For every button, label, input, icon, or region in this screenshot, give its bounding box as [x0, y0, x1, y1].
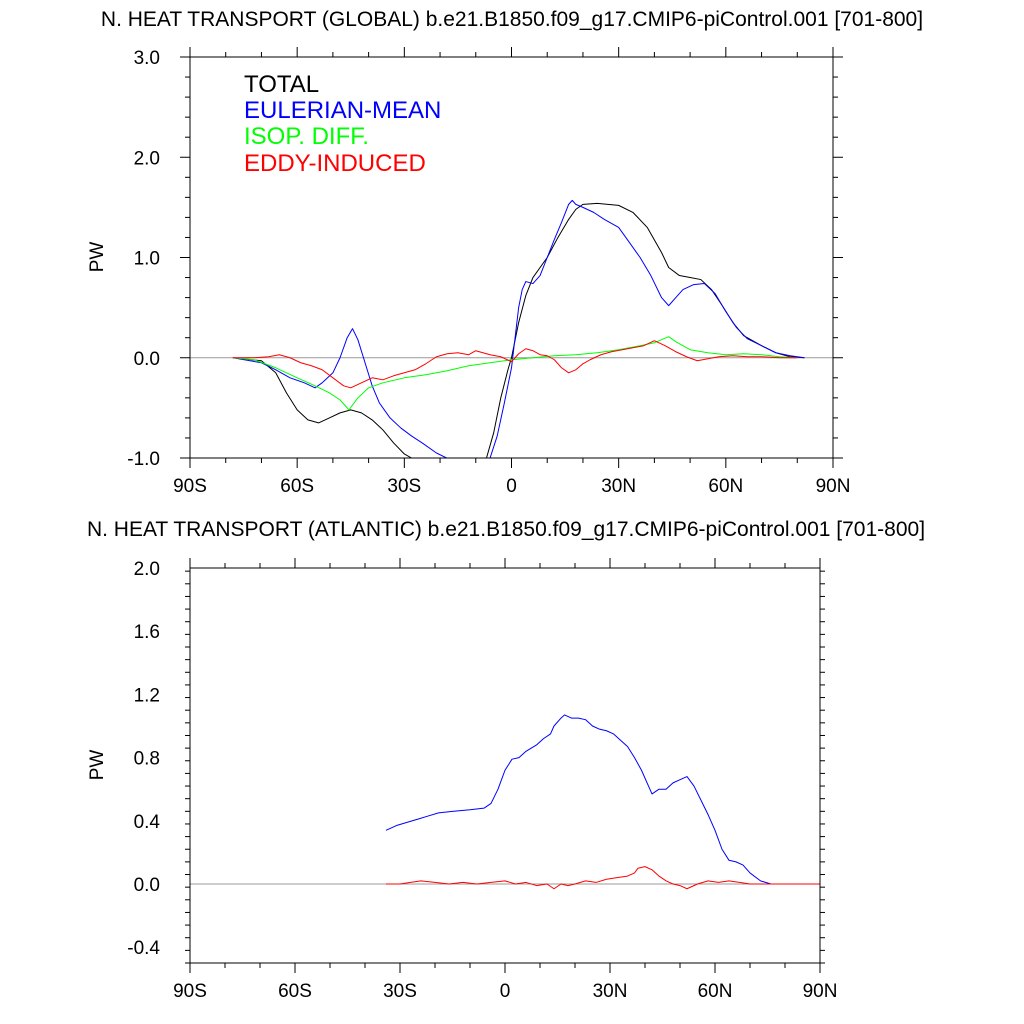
legend-entry-eddy-induced: EDDY-INDUCED [244, 150, 426, 177]
series-line-eulerian-mean [232, 199, 805, 458]
y-tick-label: 1.2 [134, 685, 160, 706]
x-tick-label: 90S [173, 476, 207, 497]
x-tick-label: 0 [500, 981, 511, 1002]
x-tick-label: 30N [593, 981, 628, 1002]
y-tick-label: 2.0 [134, 559, 160, 580]
series-line-eddy-induced [386, 866, 820, 890]
y-tick-label: -1.0 [127, 449, 160, 470]
y-tick-label: -0.4 [127, 938, 160, 959]
x-tick-label: 60S [278, 981, 312, 1002]
global-heat-transport-panel: N. HEAT TRANSPORT (GLOBAL) b.e21.B1850.f… [87, 8, 923, 497]
global-legend: TOTAL EULERIAN-MEAN ISOP. DIFF. EDDY-IND… [244, 71, 441, 177]
y-tick-label: 1.0 [134, 249, 160, 270]
y-tick-label: 0.0 [134, 349, 160, 370]
x-tick-label: 60N [708, 476, 743, 497]
y-tick-label: 0.4 [134, 812, 161, 833]
atlantic-chart-title: N. HEAT TRANSPORT (ATLANTIC) b.e21.B1850… [87, 518, 925, 541]
x-tick-label: 60S [280, 476, 314, 497]
y-tick-label: 2.0 [134, 148, 160, 169]
series-line-total [232, 202, 805, 458]
legend-entry-isop-diff: ISOP. DIFF. [244, 123, 369, 150]
y-tick-label: 0.8 [134, 749, 160, 770]
global-chart-title: N. HEAT TRANSPORT (GLOBAL) b.e21.B1850.f… [101, 8, 923, 31]
x-tick-label: 90N [816, 476, 851, 497]
atlantic-heat-transport-panel: N. HEAT TRANSPORT (ATLANTIC) b.e21.B1850… [87, 518, 925, 1002]
plot-frame [189, 567, 821, 964]
global-y-axis-label: PW [87, 242, 108, 273]
legend-entry-total: TOTAL [244, 71, 319, 98]
atlantic-y-axis-label: PW [87, 750, 108, 781]
x-tick-label: 30S [383, 981, 417, 1002]
x-tick-label: 90N [803, 981, 838, 1002]
x-tick-label: 0 [506, 476, 517, 497]
y-tick-label: 0.0 [134, 875, 160, 896]
series-line-eulerian-mean [385, 714, 820, 885]
series-line-eddy-induced [232, 340, 798, 389]
series-line-isop-diff [232, 336, 798, 411]
x-tick-label: 90S [173, 981, 207, 1002]
x-tick-label: 30N [601, 476, 636, 497]
y-tick-label: 1.6 [134, 622, 160, 643]
x-tick-label: 60N [698, 981, 733, 1002]
y-tick-label: 3.0 [134, 48, 160, 69]
legend-entry-eulerian-mean: EULERIAN-MEAN [244, 97, 441, 124]
x-tick-label: 30S [387, 476, 421, 497]
